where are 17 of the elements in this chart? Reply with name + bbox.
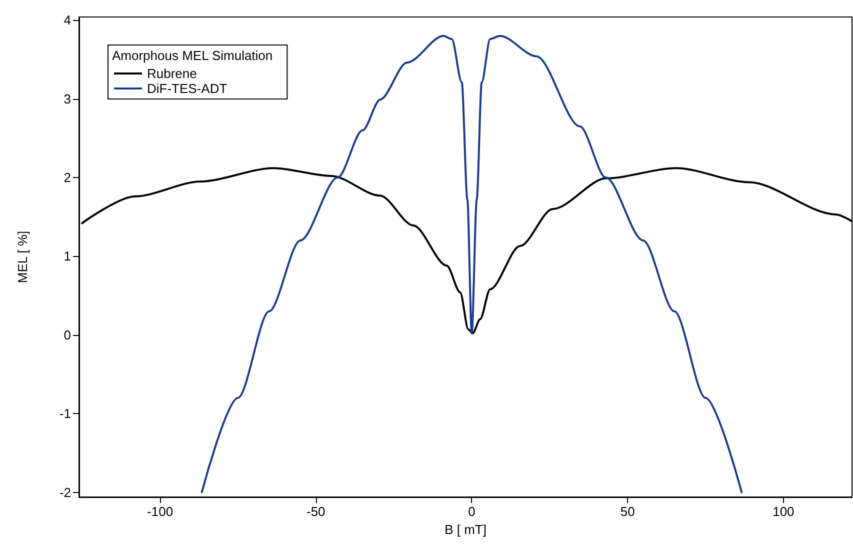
y-axis-title: MEL [ %] (15, 230, 30, 284)
y-tick-label: -1 (59, 406, 71, 422)
x-tick-label: -50 (306, 504, 326, 519)
y-tick-label: 1 (64, 248, 71, 264)
legend-title: Amorphous MEL Simulation (112, 48, 273, 63)
y-tick-label: -2 (59, 484, 71, 500)
x-tick-label: 50 (620, 504, 635, 519)
x-tick-label: 100 (772, 504, 794, 519)
y-tick-label: 0 (64, 327, 71, 342)
y-tick-label: 4 (64, 12, 71, 28)
legend-label: DiF-TES-ADT (147, 81, 228, 96)
legend-label: Rubrene (147, 66, 197, 81)
y-tick-label: 2 (64, 170, 71, 186)
x-axis-title: B [ mT] (444, 522, 486, 537)
y-tick-label: 3 (64, 91, 71, 106)
x-tick-label: 0 (468, 504, 476, 519)
x-tick-label: -100 (147, 504, 174, 519)
